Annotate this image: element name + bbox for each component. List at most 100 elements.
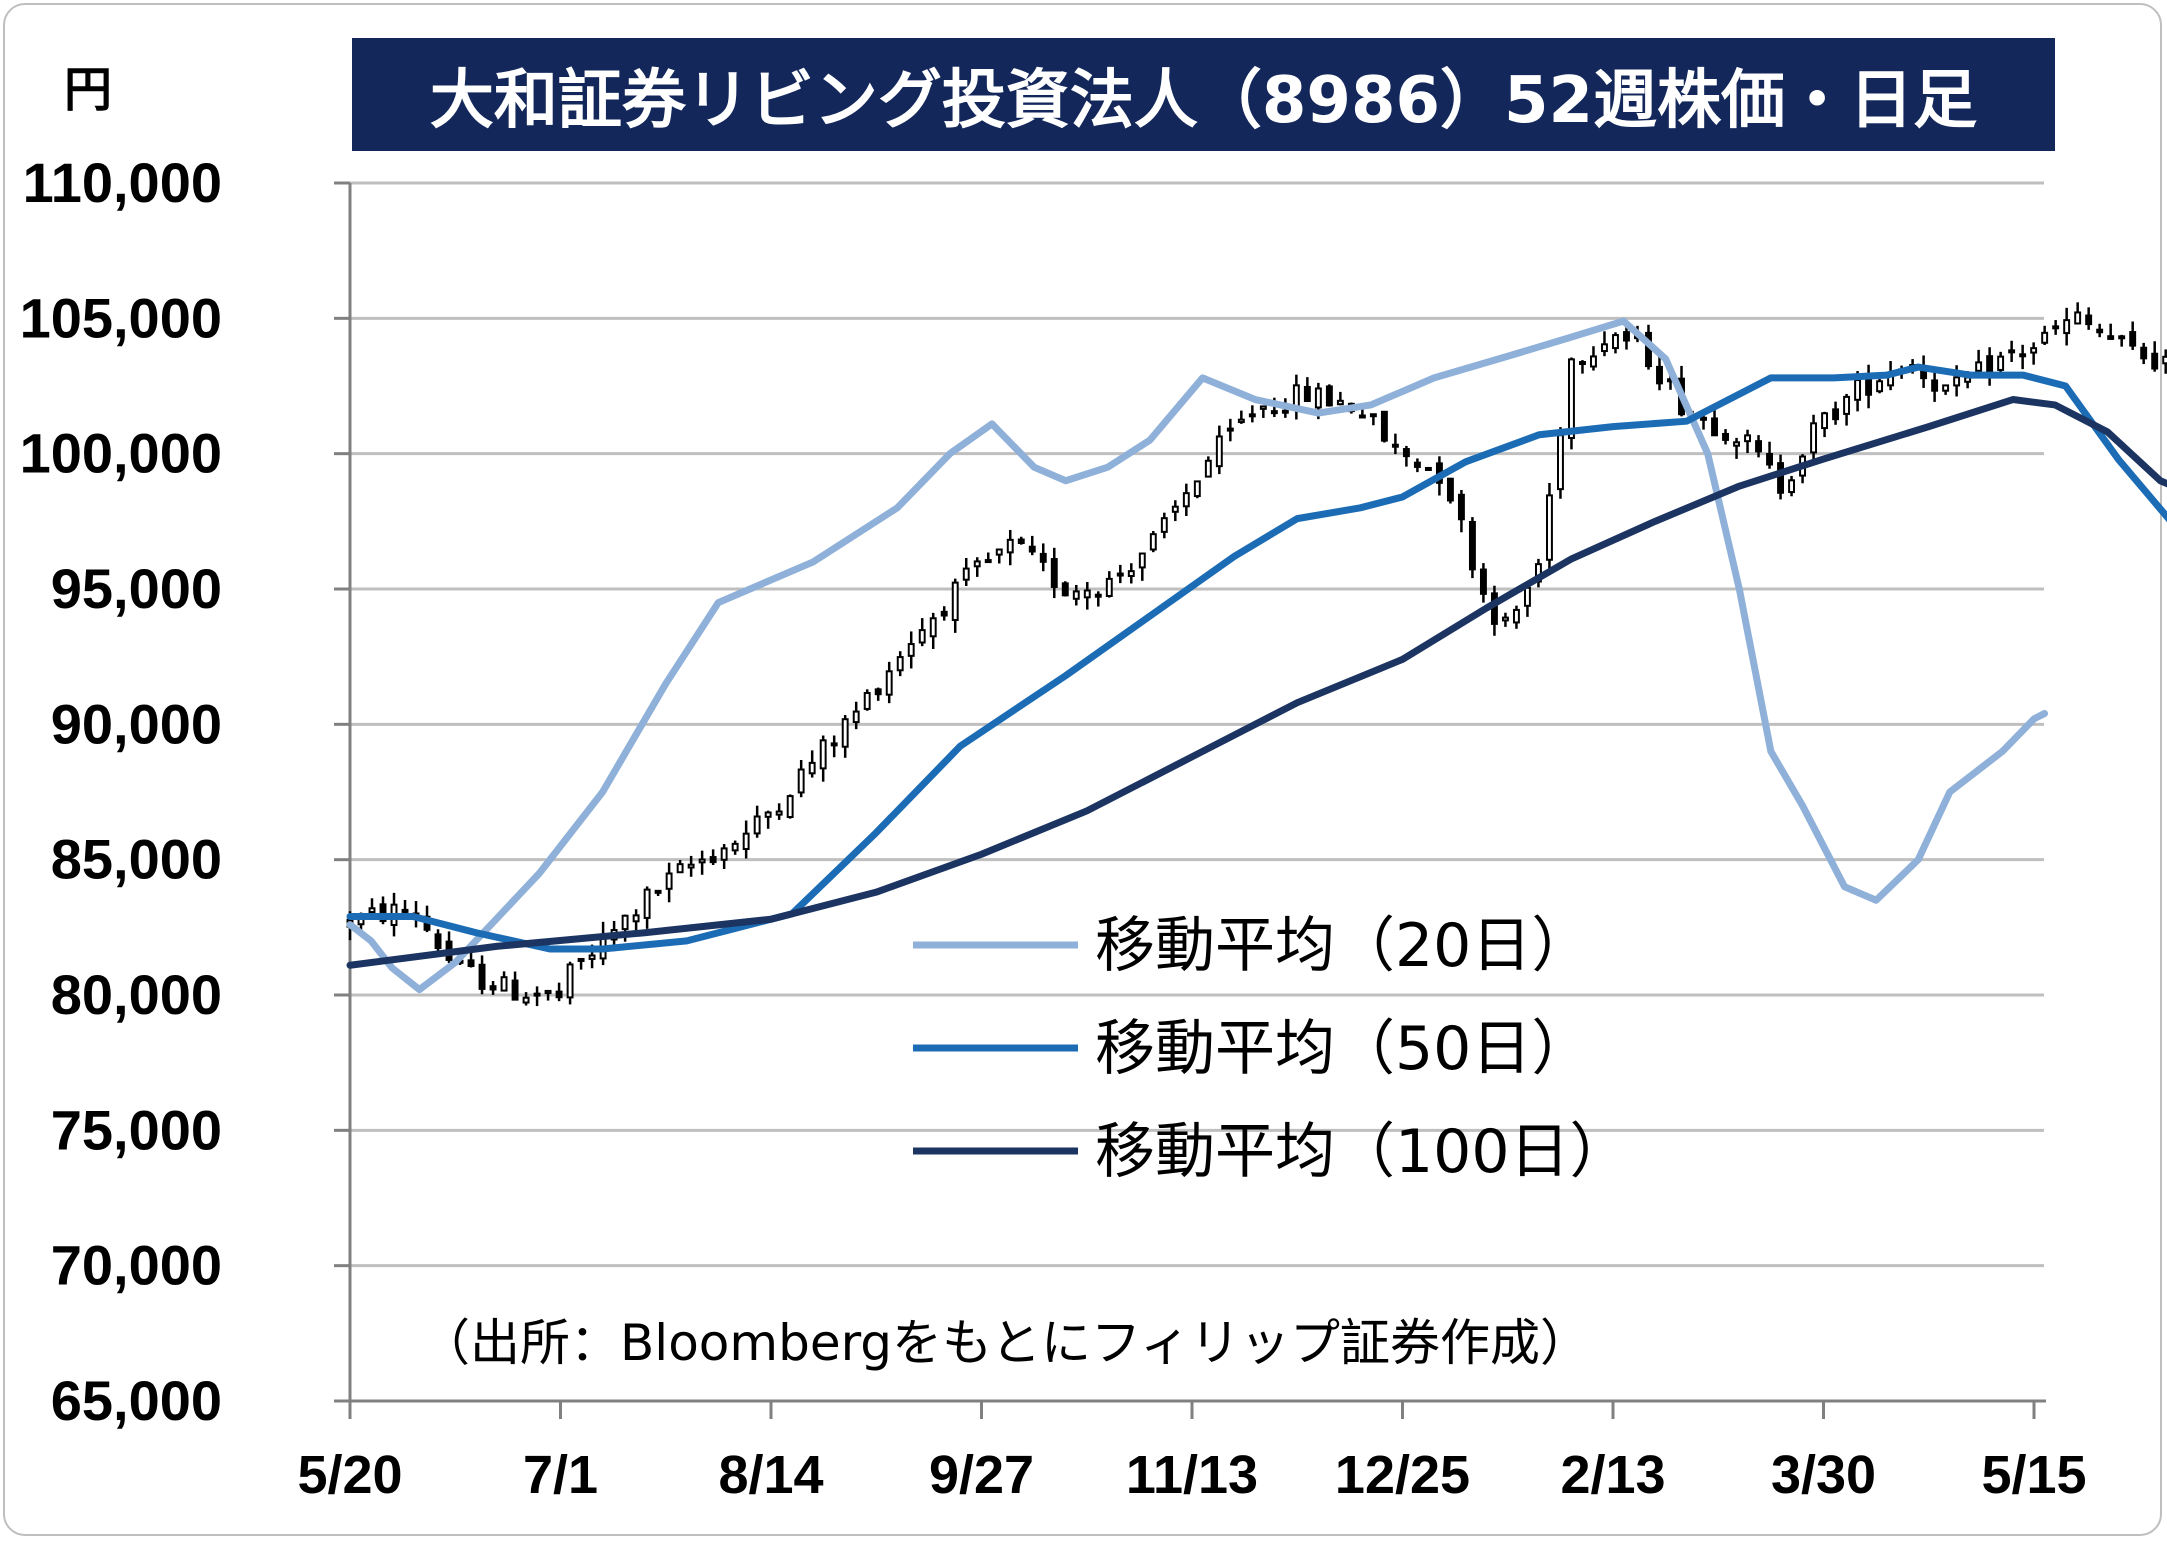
candle-body [1656,365,1663,385]
candle-body [588,954,596,960]
candle-body [1336,399,1344,406]
candle-body [1832,408,1840,421]
candle-body [973,560,981,568]
candle [1656,353,1663,391]
candle [1579,360,1586,374]
candle-body [929,617,937,638]
candle [775,803,783,820]
candle-body [2140,346,2148,360]
candle-body [775,810,783,816]
candle-body [2030,347,2038,354]
candle [401,900,409,916]
candle-body [511,979,519,1001]
candle-body [1193,480,1201,498]
x-tick-label: 8/14 [718,1445,823,1505]
candle-body [1788,479,1796,494]
candle-body [742,832,750,851]
candle-body [1402,448,1410,458]
candle [1931,371,1939,402]
candle-body [1612,334,1619,350]
candle [709,849,717,865]
candle [1050,547,1058,599]
candle-body [467,959,475,967]
candle-body [478,963,486,990]
candle [522,992,530,1006]
candle [2019,344,2027,370]
candle-body [951,581,959,621]
candle-body [687,863,695,869]
candle-body [1501,616,1509,622]
candle-body [2063,319,2071,335]
candle [1171,500,1179,522]
candle-body [940,610,948,617]
candle-body [1810,422,1818,454]
candle-body [1050,558,1058,588]
y-tick-label: 95,000 [51,557,222,620]
candle [2129,321,2137,350]
candle [742,820,750,859]
x-tick-label: 9/27 [929,1445,1034,1505]
x-tick-label: 12/25 [1335,1445,1470,1505]
candle-body [1755,440,1762,453]
candle-body [434,933,442,950]
candle-body [1953,376,1961,387]
candle [1127,563,1135,584]
candle-body [1138,552,1146,569]
axes [334,181,2046,1419]
candle-body [676,863,684,874]
candle [1766,441,1773,469]
candle-body [1557,434,1564,491]
candle [896,651,904,677]
candle-body [1204,459,1212,478]
candle-body [544,989,552,995]
candle-body [1601,343,1608,353]
candle [1876,379,1884,394]
x-tick-label: 2/13 [1560,1445,1665,1505]
candle-body [577,957,585,962]
candle [1105,571,1113,598]
candle-body [808,761,816,775]
ma-line-1 [346,317,2049,994]
candle-body [2096,328,2104,334]
candle-body [863,691,871,710]
x-tick-labels: 5/20 7/1 8/14 9/27 11/13 12/25 2/13 3/30 5/15 [297,1445,2086,1505]
candle-body [841,718,849,748]
candle-body [984,559,992,564]
candle-body [1083,589,1091,599]
candle-body [1391,443,1399,448]
candle-body [1457,493,1465,521]
ma-line-2 [346,363,2167,953]
x-tick-label: 3/30 [1771,1445,1876,1505]
candle-body [379,903,387,923]
candle [951,578,959,633]
candle-body [1490,592,1498,625]
candle-body [1468,520,1476,571]
candle [797,760,805,798]
candle-body [1777,462,1784,494]
candle [1303,377,1311,403]
candle-body [1006,538,1014,554]
plot-area [350,183,2054,1401]
candle-body [720,847,728,861]
candle-body [401,908,409,913]
candle [764,810,772,829]
candle [1501,612,1509,627]
candle-body [1523,586,1531,607]
x-tick-label: 7/1 [523,1445,598,1505]
candle-body [731,842,739,852]
candle [720,844,728,869]
candle-body [1314,387,1322,409]
candle-body [2118,335,2126,340]
candle-body [1876,380,1884,393]
candle [577,957,585,970]
candle-body [918,629,926,644]
candle-body [907,643,915,657]
candle [1446,477,1454,504]
candle [995,548,1003,564]
candle-body [753,815,761,835]
candle [1094,591,1102,607]
candle [1810,414,1818,464]
candle [984,552,992,564]
candle [1138,552,1146,581]
